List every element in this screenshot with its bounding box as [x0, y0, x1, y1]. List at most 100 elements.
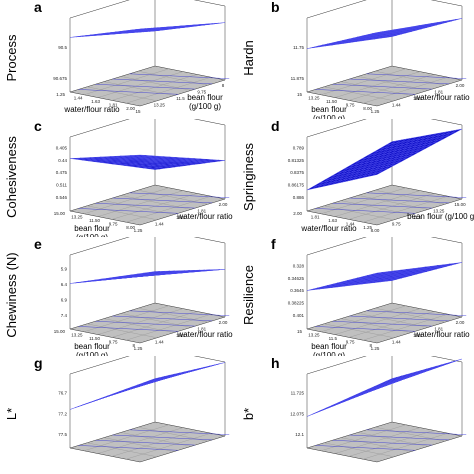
floor-gridline: [323, 86, 395, 101]
panel-letter: a: [34, 0, 42, 15]
contour-line: [349, 197, 450, 203]
floor-gridline: [362, 195, 449, 222]
y-axis-title: Hardn: [241, 40, 256, 75]
z-ticks-a: 90.675 90.5: [53, 45, 67, 81]
z-tick-label: 77.2: [58, 411, 67, 416]
axis2-tick-label: 2.00: [126, 106, 135, 111]
response-surface-g: [69, 361, 226, 410]
floor-g: [69, 421, 226, 462]
axis2-tick-label: 8.00: [363, 106, 372, 111]
floor-gridline: [334, 426, 421, 454]
surface-patch: [213, 269, 226, 271]
floor-gridline: [357, 431, 429, 447]
floor-gridline: [120, 76, 192, 91]
axis2-tick-label: 11.5: [329, 336, 338, 341]
y-axis-title: Resilience: [241, 265, 256, 325]
panel-letter: e: [34, 237, 42, 252]
contour-line: [95, 439, 196, 445]
axis2-tick-label: 1.25: [363, 225, 372, 230]
floor-gridline: [323, 205, 395, 220]
floor-d: [306, 184, 463, 225]
floor-gridline: [111, 74, 198, 101]
floor-gridline: [120, 431, 192, 447]
axis1-tick-label: 8.00: [371, 228, 380, 233]
floor-gridline: [340, 199, 412, 215]
z-tick-label: 76.7: [58, 390, 67, 395]
contour-line: [95, 321, 196, 327]
floor-gridline: [323, 323, 395, 338]
z-tick-label: 0.8375: [290, 170, 304, 175]
axis2-tick-label: 13.25: [308, 96, 320, 101]
panel-letter: c: [34, 119, 42, 134]
surface-plot-h: 12.1 12.075 11.725 b* h: [241, 355, 467, 462]
contour-line: [332, 202, 433, 208]
axis2-tick-label: 13.25: [71, 214, 83, 219]
contour-line: [78, 89, 179, 95]
contour-line: [129, 73, 230, 79]
axis1-tick-label: 1.44: [392, 340, 401, 345]
z-tick-label: 11.75: [293, 45, 304, 50]
z-tick-label: 0.789: [293, 145, 305, 150]
floor-gridline: [362, 432, 449, 459]
axis1-tick-label: 1.25: [371, 109, 380, 114]
axis2-title: bean flour (g/100 g): [311, 342, 347, 356]
floor-gridline: [137, 308, 209, 323]
floor-gridline: [111, 311, 198, 338]
contour-line: [112, 315, 213, 322]
floor-gridline: [334, 71, 421, 98]
axis1-title: water/flour ratio: [413, 330, 470, 339]
panel-letter: f: [271, 237, 276, 252]
axis2-title: water/flour ratio: [63, 105, 120, 114]
contour-line: [112, 434, 213, 440]
floor-h: [306, 421, 463, 462]
axis2-title: bean flour (g/100 g): [311, 105, 347, 119]
contour-line: [78, 207, 179, 213]
surface-plot-e: 7.4 6.9 6.4 5.9 1.25 1.44 1.63 1.81 2.00 15.00 13.…: [4, 237, 233, 356]
axis1-tick-label: 15.00: [454, 202, 466, 207]
panel-letter: g: [34, 356, 43, 371]
floor-f: [306, 302, 463, 344]
z-tick-label: 0.511: [56, 182, 67, 187]
axis2-tick-label: 13.25: [71, 333, 83, 338]
response-surface-b: [306, 18, 463, 49]
floor-e: [69, 302, 226, 344]
axis1-tick-label: 11.5: [413, 215, 422, 220]
z-tick-label: 90.5: [58, 45, 67, 50]
z-tick-label: 0.44: [58, 157, 67, 162]
contour-line: [315, 444, 416, 450]
contour-line: [78, 326, 179, 332]
floor-gridline: [111, 192, 198, 220]
contour-line: [315, 207, 416, 213]
floor-gridline: [86, 205, 158, 220]
axis2-tick-label: 1.44: [346, 221, 355, 226]
axis2-tick-label: 1.25: [56, 92, 65, 97]
axis2-tick-label: 9.75: [346, 103, 355, 108]
response-surface-a: [69, 22, 226, 38]
floor-gridline: [348, 74, 435, 101]
panel-d: 0.886 0.86175 0.8375 0.81325 0.789 8.00 9.75 11…: [237, 118, 474, 238]
panel-letter: d: [271, 119, 280, 134]
contour-line: [315, 89, 416, 95]
floor-gridline: [137, 426, 209, 441]
contour-line: [332, 321, 433, 327]
axis1-title: water/flour ratio: [176, 212, 233, 221]
floor-gridline: [103, 436, 175, 452]
z-ticks-g: 77.5 77.2 76.7: [58, 390, 67, 436]
axis1-tick-label: 2.00: [456, 83, 465, 88]
axis1-tick-label: 1.81: [434, 327, 443, 332]
z-tick-label: 0.401: [293, 313, 305, 318]
floor-gridline: [374, 189, 446, 204]
plot-box: [306, 355, 463, 448]
axis1-tick-label: 1.63: [176, 333, 185, 338]
surface-patch: [450, 358, 463, 363]
axis2-tick-label: 15.00: [54, 329, 66, 334]
axis2-tick-label: 11.50: [89, 336, 100, 341]
surface-patch: [450, 128, 463, 133]
z-tick-label: 77.5: [58, 432, 67, 437]
axis1-tick-label: 9.75: [392, 221, 401, 226]
panel-g: 77.5 77.2 76.7 L* g: [0, 355, 237, 474]
axis1-tick-label: 11.5: [176, 96, 185, 101]
axis1-tick-label: 1.81: [197, 208, 206, 213]
contour-line: [129, 310, 230, 316]
